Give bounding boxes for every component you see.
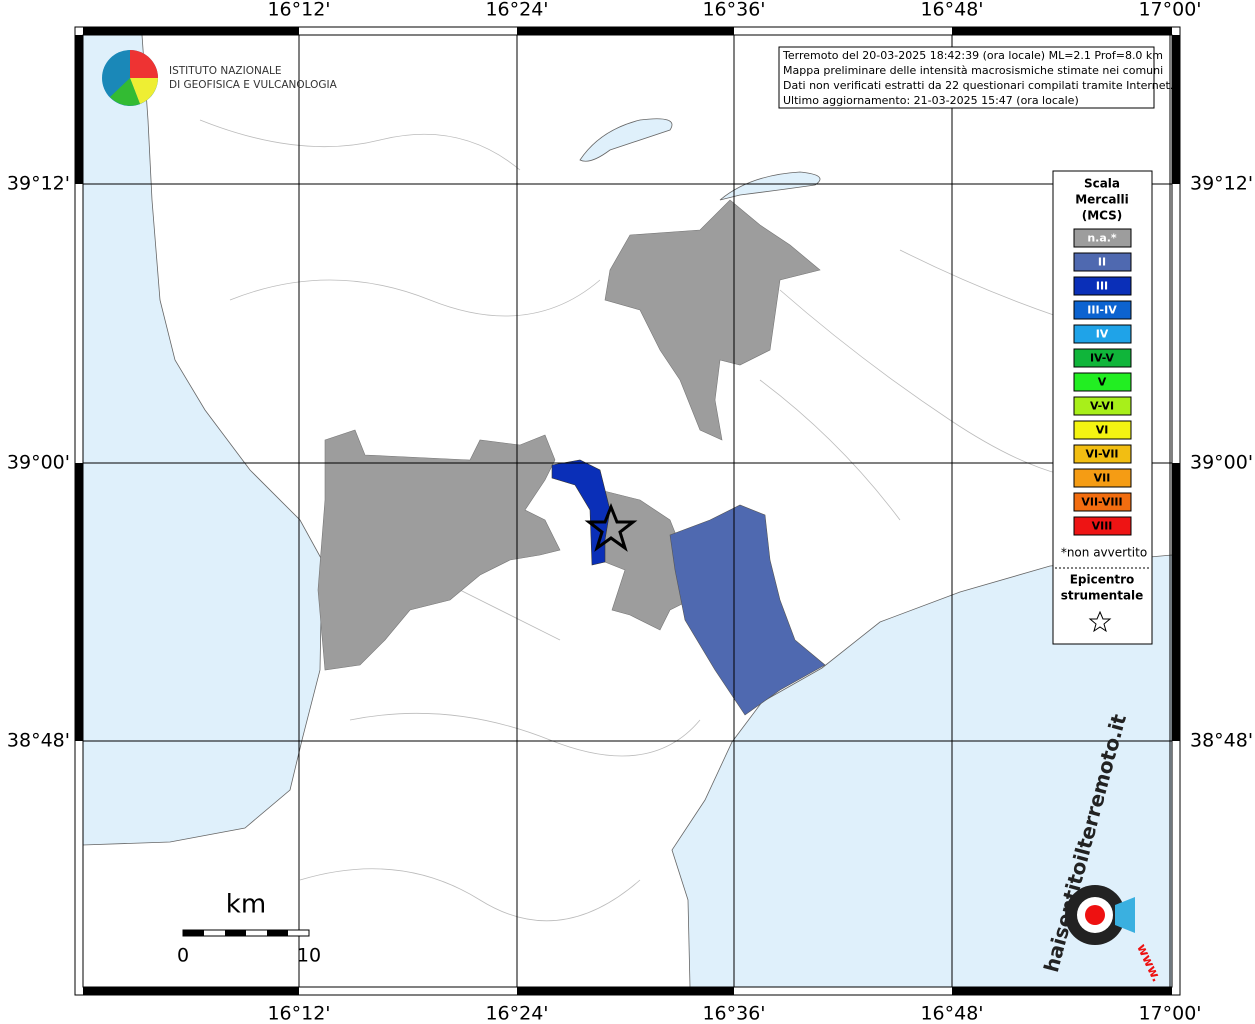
legend-swatch — [1073, 372, 1132, 392]
info-frame — [778, 46, 1155, 109]
legend-swatch — [1073, 276, 1132, 296]
area-iii — [551, 459, 611, 566]
frame-band — [517, 987, 734, 995]
badge-speaker — [1115, 897, 1135, 933]
lat-label: 39°12' — [1190, 173, 1253, 195]
lon-label: 16°24' — [485, 1003, 548, 1024]
area-na — [317, 429, 561, 671]
legend-label: II — [1098, 256, 1106, 269]
graticule — [83, 35, 1172, 987]
frame-band — [83, 987, 299, 995]
legend-swatch — [1073, 468, 1132, 488]
legend-star — [1088, 610, 1112, 633]
info-box: Terremoto del 20-03-2025 18:42:39 (ora l… — [778, 46, 1173, 109]
legend-swatch — [1073, 420, 1132, 440]
legend: ScalaMercalli(MCS)n.a.*IIIIIIII-IVIVIV-V… — [1052, 170, 1153, 645]
epicenter-star — [584, 502, 638, 552]
lat-label: 38°48' — [1190, 730, 1253, 752]
frame-band — [83, 27, 299, 35]
legend-label: III-IV — [1087, 304, 1117, 317]
legend-swatch — [1073, 444, 1132, 464]
lon-label: 16°36' — [702, 0, 765, 21]
legend-footnote: *non avvertito — [1061, 546, 1147, 560]
legend-title: (MCS) — [1082, 209, 1123, 223]
frame — [74, 26, 1181, 996]
scale-label: 0 — [177, 945, 189, 967]
scale-bar-seg — [267, 930, 288, 936]
legend-title: Mercalli — [1075, 193, 1129, 207]
legend-swatch — [1073, 252, 1132, 272]
info-line: Terremoto del 20-03-2025 18:42:39 (ora l… — [782, 49, 1163, 62]
logo-sector — [130, 78, 158, 104]
lon-label: 17°00' — [1138, 1003, 1201, 1024]
legend-label: VII — [1094, 472, 1111, 485]
logo-sector — [110, 78, 140, 106]
legend-label: V — [1098, 376, 1107, 389]
lon-label: 16°48' — [920, 0, 983, 21]
ingv-logo: ISTITUTO NAZIONALE DI GEOFISICA E VULCANO… — [102, 50, 338, 106]
logo-sector — [130, 50, 158, 78]
legend-swatch — [1073, 300, 1132, 320]
badge-circle — [1085, 905, 1105, 925]
lake — [719, 171, 821, 201]
area-ii — [669, 504, 826, 716]
legend-title: Scala — [1084, 177, 1120, 191]
lat-label: 39°00' — [1190, 452, 1253, 474]
scale-unit: km — [226, 890, 266, 920]
legend-label: VI-VII — [1085, 448, 1118, 461]
frame-band — [75, 35, 83, 184]
lon-label: 17°00' — [1138, 0, 1201, 21]
legend-swatch — [1073, 324, 1132, 344]
legend-label: n.a.* — [1087, 232, 1117, 245]
area-na — [604, 199, 821, 441]
frame-band — [1172, 35, 1180, 184]
scale-bar: km 0 10 — [177, 890, 321, 967]
legend-label: VIII — [1092, 520, 1113, 533]
legend-epicenter: Epicentro — [1070, 573, 1135, 587]
legend-label: VII-VIII — [1081, 496, 1122, 509]
lake — [579, 118, 673, 162]
scale-bar-seg — [183, 930, 204, 936]
area-na — [599, 489, 691, 631]
lat-label: 38°48' — [7, 730, 70, 752]
info-line: Dati non verificati estratti da 22 quest… — [783, 79, 1173, 92]
legend-epicenter: strumentale — [1061, 589, 1144, 603]
info-line: Mappa preliminare delle intensità macros… — [783, 64, 1163, 77]
frame-band — [1172, 463, 1180, 741]
lon-label: 16°12' — [267, 1003, 330, 1024]
legend-label: IV — [1096, 328, 1109, 341]
frame-band — [517, 27, 734, 35]
legend-swatch — [1073, 228, 1132, 248]
info-line: Ultimo aggiornamento: 21-03-2025 15:47 (… — [783, 94, 1079, 107]
scale-label: 10 — [297, 945, 321, 967]
legend-label: VI — [1096, 424, 1109, 437]
lat-label: 39°12' — [7, 173, 70, 195]
legend-swatch — [1073, 492, 1132, 512]
lon-label: 16°36' — [702, 1003, 765, 1024]
sea-west — [82, 34, 323, 846]
lat-label: 39°00' — [7, 452, 70, 474]
logo-text: DI GEOFISICA E VULCANOLOGIA — [169, 79, 338, 91]
logo-text: ISTITUTO NAZIONALE — [169, 65, 282, 77]
lon-label: 16°12' — [267, 0, 330, 21]
frame-band — [75, 463, 83, 741]
lon-label: 16°24' — [485, 0, 548, 21]
legend-label: III — [1096, 280, 1108, 293]
legend-swatch — [1073, 396, 1132, 416]
legend-label: IV-V — [1090, 352, 1115, 365]
lon-label: 16°48' — [920, 1003, 983, 1024]
legend-label: V-VI — [1090, 400, 1114, 413]
scale-bar-seg — [225, 930, 246, 936]
frame-band — [952, 987, 1172, 995]
rivers — [199, 119, 1101, 922]
legend-swatch — [1073, 348, 1132, 368]
legend-swatch — [1073, 516, 1132, 536]
frame-band — [952, 27, 1172, 35]
